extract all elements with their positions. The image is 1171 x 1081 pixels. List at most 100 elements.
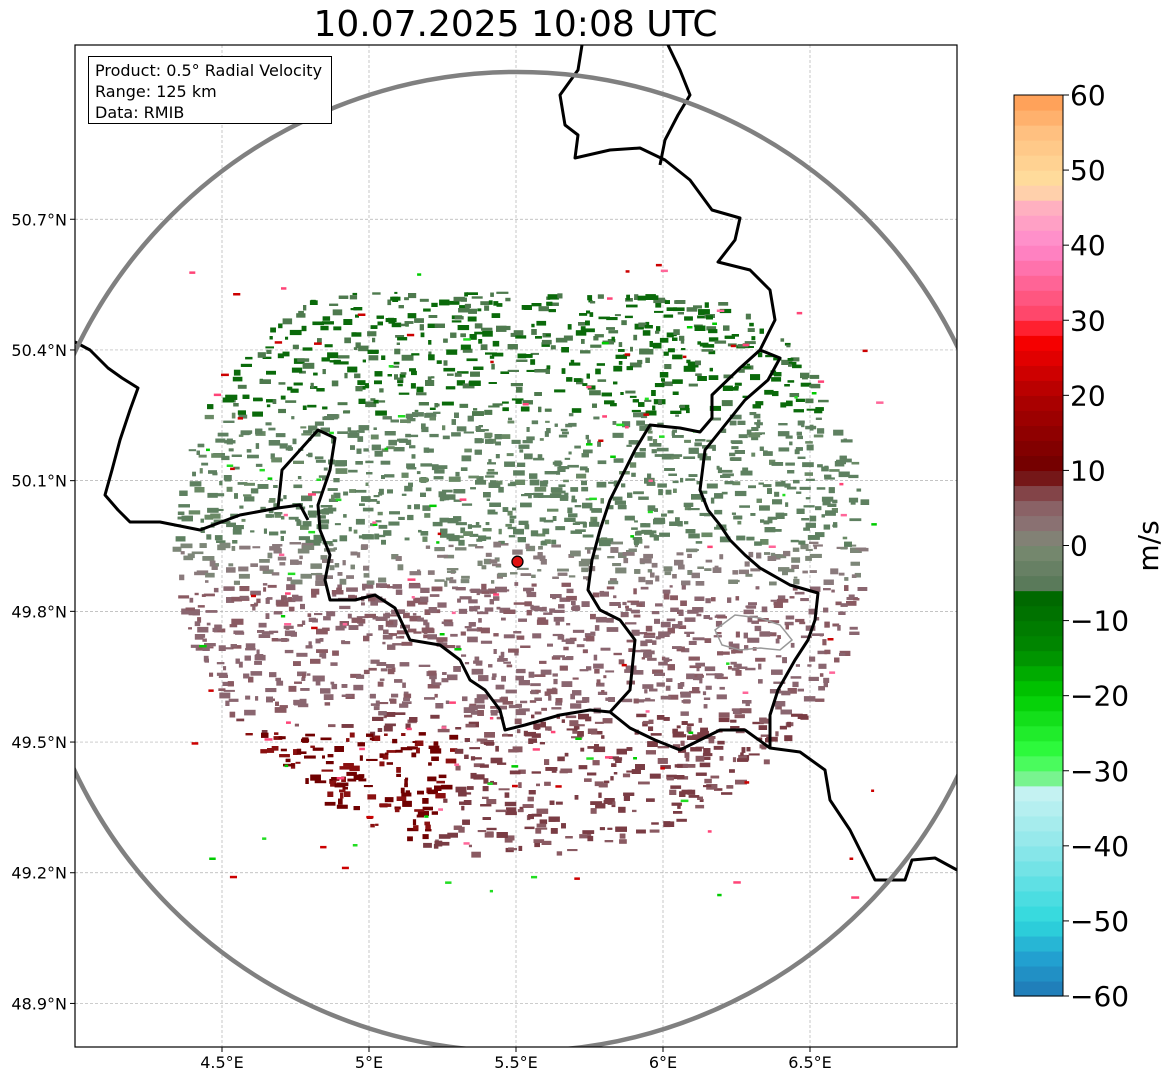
echo-pixel <box>574 505 582 508</box>
echo-pixel <box>672 744 681 748</box>
echo-pixel <box>620 392 624 395</box>
echo-pixel <box>582 697 590 703</box>
echo-pixel <box>309 505 313 508</box>
colorbar-step <box>1014 680 1063 697</box>
echo-pixel <box>299 698 307 705</box>
echo-pixel <box>850 500 856 505</box>
echo-pixel <box>531 303 542 307</box>
echo-pixel <box>818 663 827 669</box>
echo-pixel <box>692 607 704 613</box>
echo-pixel <box>657 746 669 749</box>
echo-pixel <box>632 809 637 813</box>
echo-pixel <box>388 439 397 446</box>
echo-pixel <box>601 392 612 397</box>
echo-pixel <box>455 587 466 591</box>
echo-pixel <box>851 574 857 578</box>
echo-pixel <box>266 696 273 703</box>
echo-pixel <box>211 566 218 570</box>
echo-pixel <box>376 315 384 319</box>
echo-pixel <box>706 483 718 489</box>
echo-pixel <box>464 662 470 665</box>
echo-pixel <box>544 471 556 475</box>
echo-pixel <box>350 445 355 450</box>
echo-pixel <box>438 841 450 846</box>
echo-pixel <box>478 618 482 623</box>
echo-pixel <box>662 589 671 594</box>
echo-pixel <box>490 292 494 297</box>
echo-pixel <box>708 329 718 334</box>
echo-pixel <box>375 823 379 826</box>
echo-pixel <box>271 457 282 463</box>
echo-pixel <box>464 754 469 759</box>
echo-pixel <box>728 641 733 645</box>
echo-pixel <box>394 348 401 355</box>
echo-pixel <box>849 626 858 630</box>
echo-pixel <box>305 645 313 649</box>
echo-pixel <box>238 566 249 572</box>
echo-pixel <box>464 738 470 742</box>
echo-pixel <box>613 652 622 656</box>
echo-pixel <box>508 417 513 421</box>
echo-pixel <box>283 625 294 629</box>
echo-pixel <box>268 427 276 431</box>
echo-pixel <box>425 380 435 386</box>
echo-pixel <box>581 339 585 344</box>
echo-pixel <box>794 591 805 595</box>
echo-pixel <box>735 631 740 638</box>
echo-pixel <box>374 451 383 457</box>
echo-pixel <box>443 338 448 343</box>
echo-pixel <box>790 539 799 543</box>
echo-pixel <box>836 459 846 465</box>
echo-pixel <box>399 703 409 708</box>
echo-pixel <box>531 329 537 335</box>
echo-pixel <box>492 673 497 678</box>
echo-speckle <box>531 875 538 879</box>
echo-pixel <box>474 605 480 610</box>
echo-pixel <box>626 294 630 301</box>
echo-pixel <box>510 383 523 387</box>
echo-pixel <box>750 513 756 516</box>
echo-pixel <box>748 551 754 558</box>
echo-pixel <box>531 583 537 587</box>
echo-pixel <box>668 694 679 700</box>
echo-pixel <box>583 576 589 580</box>
echo-pixel <box>586 310 591 314</box>
echo-pixel <box>261 631 274 635</box>
echo-pixel <box>339 789 346 793</box>
echo-pixel <box>544 408 552 412</box>
echo-pixel <box>376 662 387 666</box>
echo-pixel <box>175 536 186 542</box>
echo-speckle <box>616 423 625 427</box>
echo-pixel <box>362 534 374 540</box>
echo-pixel <box>443 554 455 559</box>
echo-pixel <box>695 373 702 376</box>
echo-pixel <box>379 803 392 807</box>
echo-pixel <box>573 378 582 382</box>
echo-pixel <box>384 752 389 755</box>
colorbar-step <box>1014 365 1063 381</box>
echo-pixel <box>337 355 350 359</box>
lon-tick-label: 6.5°E <box>788 1053 832 1072</box>
echo-pixel <box>473 660 483 664</box>
echo-pixel <box>689 665 702 669</box>
echo-pixel <box>228 448 234 452</box>
echo-pixel <box>756 552 762 559</box>
echo-pixel <box>265 598 270 604</box>
echo-pixel <box>559 770 568 774</box>
echo-pixel <box>485 352 497 355</box>
echo-pixel <box>365 401 377 408</box>
echo-pixel <box>626 747 633 751</box>
echo-speckle <box>782 493 786 497</box>
echo-pixel <box>362 507 374 512</box>
echo-pixel <box>259 379 271 384</box>
echo-pixel <box>511 439 521 444</box>
echo-speckle <box>438 808 443 811</box>
echo-pixel <box>544 781 551 786</box>
echo-pixel <box>613 772 618 775</box>
echo-pixel <box>300 603 305 610</box>
echo-pixel <box>403 691 409 696</box>
echo-pixel <box>643 720 650 725</box>
echo-speckle <box>607 297 613 300</box>
echo-pixel <box>734 450 745 454</box>
echo-pixel <box>518 680 530 686</box>
